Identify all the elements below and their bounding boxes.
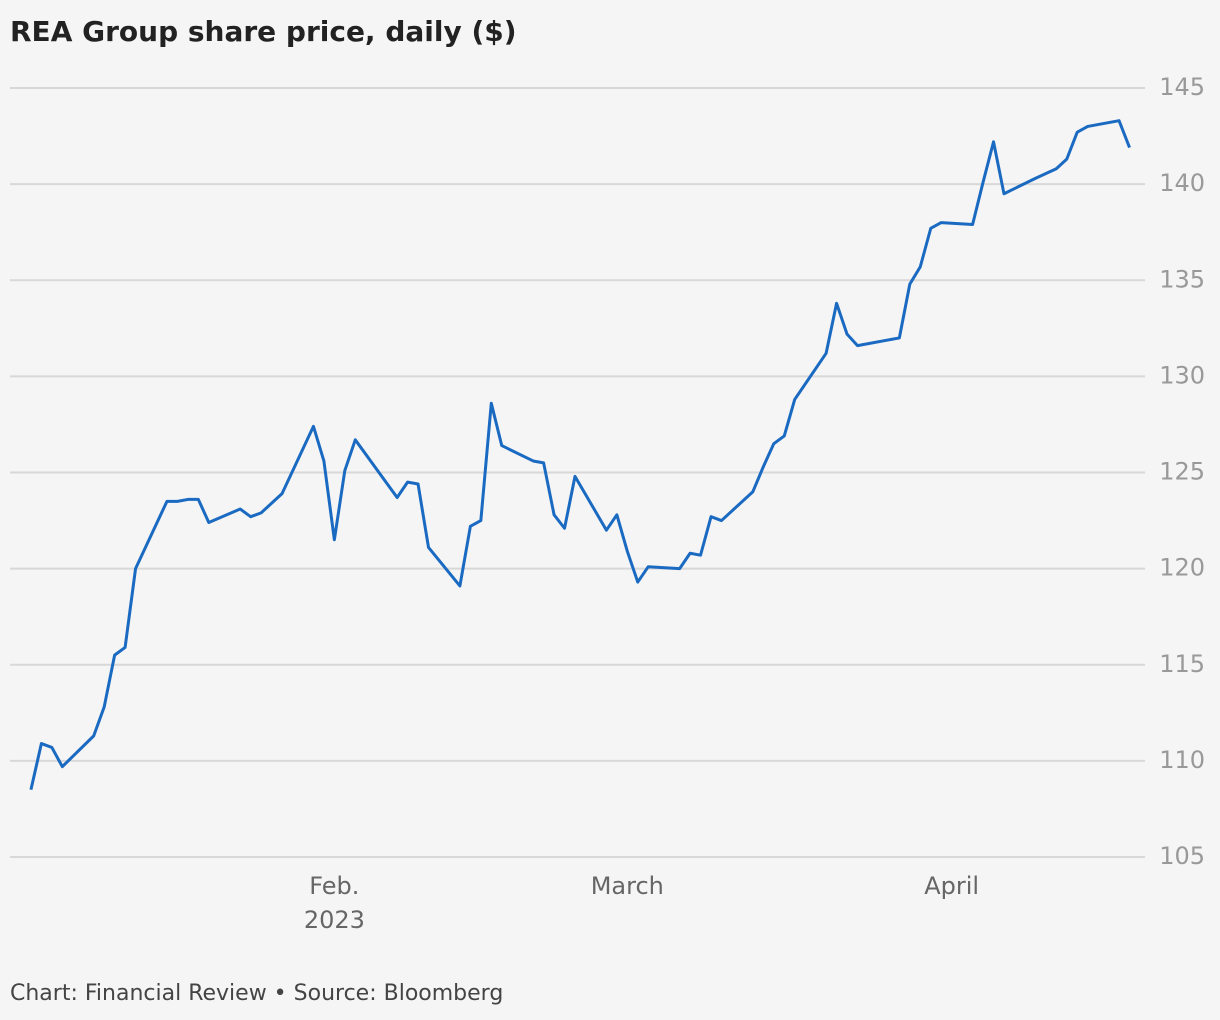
y-tick-label: 135 (1159, 265, 1205, 293)
price-line (29, 119, 1131, 791)
y-tick-label: 145 (1159, 73, 1205, 101)
x-tick-label: April (924, 872, 979, 900)
y-tick-label: 125 (1159, 458, 1205, 486)
y-tick-label: 105 (1159, 842, 1205, 870)
chart-title: REA Group share price, daily ($) (10, 15, 517, 48)
y-tick-label: 120 (1159, 554, 1205, 582)
y-tick-label: 110 (1159, 746, 1205, 774)
source-note: Chart: Financial Review • Source: Bloomb… (10, 981, 503, 1006)
y-tick-label: 130 (1159, 361, 1205, 389)
y-tick-label: 115 (1159, 650, 1205, 678)
x-tick-label: Feb. (309, 872, 359, 900)
x-tick-label: March (591, 872, 664, 900)
y-tick-label: 140 (1159, 169, 1205, 197)
x-year-label: 2023 (304, 906, 365, 934)
